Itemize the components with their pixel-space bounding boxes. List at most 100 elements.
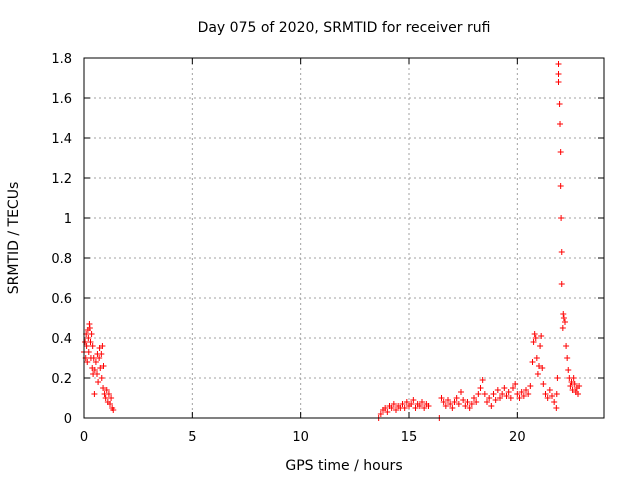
data-point: [88, 331, 95, 337]
x-tick-label: 5: [188, 430, 196, 445]
data-point: [536, 363, 542, 369]
data-point: [564, 355, 571, 361]
y-tick-label: 0.4: [51, 332, 72, 347]
x-tick-label: 0: [80, 430, 88, 445]
data-point: [399, 401, 406, 407]
y-tick-label: 1: [64, 212, 72, 227]
data-point: [421, 405, 428, 411]
y-tick-label: 1.2: [51, 172, 72, 187]
data-point: [544, 395, 551, 401]
data-point: [455, 401, 462, 407]
data-point: [99, 343, 106, 349]
data-point: [571, 381, 578, 387]
data-point: [540, 381, 547, 387]
plot-area-border: [83, 57, 605, 419]
data-point: [89, 343, 96, 349]
data-point: [486, 395, 493, 401]
data-point: [551, 399, 558, 405]
data-point: [503, 393, 510, 399]
data-point: [570, 375, 577, 381]
data-point: [542, 391, 549, 397]
data-point: [557, 149, 564, 155]
data-point: [490, 391, 497, 397]
data-point: [382, 405, 389, 411]
data-point: [510, 385, 516, 391]
data-point: [481, 391, 488, 397]
data-point: [559, 325, 566, 331]
data-point: [102, 395, 109, 401]
data-point: [447, 401, 454, 407]
data-point: [96, 355, 103, 361]
data-point: [438, 395, 445, 401]
x-tick-label: 10: [292, 430, 309, 445]
data-point: [410, 397, 417, 403]
data-point: [558, 249, 565, 255]
y-tick-label: 1.6: [51, 92, 72, 107]
x-tick-label: 15: [401, 430, 418, 445]
data-point: [532, 335, 539, 341]
data-point: [556, 101, 563, 107]
data-point: [484, 399, 490, 405]
data-point: [488, 403, 495, 409]
data-point: [403, 399, 410, 405]
data-point: [83, 343, 90, 349]
data-point: [451, 399, 458, 405]
data-point: [458, 389, 464, 395]
data-point: [523, 387, 529, 393]
y-tick-label: 0.8: [51, 252, 72, 267]
data-point: [530, 339, 537, 345]
data-point: [557, 121, 564, 127]
data-point: [453, 395, 460, 401]
data-point: [568, 379, 575, 385]
grid: [84, 58, 604, 418]
data-point: [377, 411, 384, 417]
y-axis-label: SRMTID / TECUs: [6, 182, 22, 295]
data-point: [460, 397, 467, 403]
data-point: [84, 359, 91, 365]
data-point: [90, 355, 97, 361]
data-point: [388, 405, 395, 411]
data-point: [390, 401, 397, 407]
data-point: [442, 403, 449, 409]
data-point: [103, 387, 110, 393]
y-tick-label: 1.8: [51, 52, 72, 67]
data-point: [576, 383, 583, 389]
data-point: [505, 389, 512, 395]
data-point: [440, 399, 447, 405]
data-point: [534, 371, 541, 377]
data-point: [538, 333, 545, 339]
data-point: [555, 71, 562, 77]
data-point: [85, 349, 92, 355]
data-point: [516, 395, 523, 401]
data-point: [94, 371, 100, 377]
data-point: [82, 339, 89, 345]
data-point: [539, 365, 546, 371]
data-point: [520, 393, 527, 399]
data-point: [537, 343, 544, 349]
data-point: [560, 315, 567, 321]
data-point: [105, 391, 112, 397]
data-point: [110, 407, 117, 413]
data-point: [531, 331, 538, 337]
data-point: [558, 215, 565, 221]
x-tick-label: 20: [509, 430, 526, 445]
data-point: [85, 335, 92, 341]
data-point: [408, 401, 415, 407]
data-point: [507, 395, 514, 401]
data-point: [563, 343, 570, 349]
data-point: [553, 391, 560, 397]
data-point: [501, 385, 508, 391]
data-point: [107, 401, 113, 407]
data-point: [86, 325, 93, 331]
y-tick-label: 0.2: [51, 372, 72, 387]
data-point: [494, 387, 501, 393]
data-point: [558, 281, 565, 287]
data-point: [108, 395, 115, 401]
data-point: [468, 401, 475, 407]
data-point: [514, 391, 521, 397]
data-point: [425, 403, 432, 409]
data-point: [475, 391, 482, 397]
data-point: [575, 391, 581, 397]
data-point: [560, 311, 567, 317]
data-point: [479, 377, 486, 383]
